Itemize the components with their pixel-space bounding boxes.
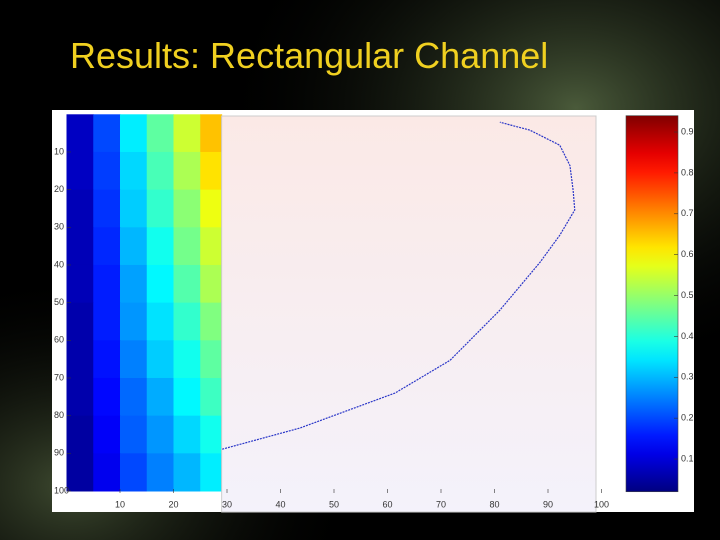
heatmap-cell [146, 340, 174, 379]
heatmap-cell [173, 415, 201, 454]
heatmap-cell [66, 377, 94, 417]
heatmap-cell [66, 453, 94, 492]
heatmap-cell [200, 264, 223, 304]
heatmap-cell [66, 189, 94, 228]
heatmap-cell [120, 151, 148, 191]
x-tick-label: 50 [329, 499, 339, 509]
heatmap-cell [93, 302, 121, 341]
heatmap-cell [120, 377, 148, 417]
overlay-panel [221, 115, 597, 513]
overlay-line [222, 121, 576, 450]
heatmap-cell [146, 151, 174, 191]
heatmap-cell [200, 415, 223, 454]
colorbar-tick-label: 0.1 [681, 453, 694, 463]
heatmap-cell [66, 264, 94, 304]
y-tick-label: 30 [54, 222, 64, 232]
heatmap-cell [173, 302, 201, 341]
x-tick-label: 20 [168, 499, 178, 509]
colorbar-tick-label: 0.9 [681, 126, 694, 136]
heatmap-cell [93, 264, 121, 304]
heatmap-cell [146, 264, 174, 304]
colorbar-tick-label: 0.2 [681, 413, 694, 423]
heatmap-cell [173, 340, 201, 379]
x-tick-label: 90 [543, 499, 553, 509]
y-tick-label: 80 [54, 410, 64, 420]
x-tick-label: 70 [436, 499, 446, 509]
colorbar [625, 115, 679, 493]
heatmap-cell [200, 151, 223, 191]
heatmap-cell [146, 114, 174, 153]
y-tick-label: 100 [54, 485, 69, 495]
heatmap-cell [120, 415, 148, 454]
heatmap-cell [200, 227, 223, 266]
heatmap-cell [146, 189, 174, 228]
y-tick-label: 20 [54, 184, 64, 194]
colorbar-tick-label: 0.7 [681, 208, 694, 218]
x-tick-label: 40 [275, 499, 285, 509]
heatmap-cell [93, 227, 121, 266]
heatmap-cell [200, 377, 223, 417]
heatmap-cell [173, 453, 201, 492]
y-tick-label: 90 [54, 448, 64, 458]
colorbar-tick-label: 0.6 [681, 249, 694, 259]
x-tick-label: 30 [222, 499, 232, 509]
heatmap-cell [120, 264, 148, 304]
heatmap-cell [93, 151, 121, 191]
heatmap-cell [66, 114, 94, 153]
heatmap-cell [173, 264, 201, 304]
heatmap-cell [66, 227, 94, 266]
slide-title: Results: Rectangular Channel [70, 35, 548, 76]
colorbar-tick-label: 0.3 [681, 372, 694, 382]
heatmap-cell [93, 340, 121, 379]
heatmap-cell [120, 340, 148, 379]
heatmap-cell [173, 377, 201, 417]
x-tick-label: 60 [382, 499, 392, 509]
heatmap-cell [146, 227, 174, 266]
colorbar-tick-label: 0.5 [681, 290, 694, 300]
heatmap-cell [66, 302, 94, 341]
heatmap-cell [200, 189, 223, 228]
heatmap-cell [93, 415, 121, 454]
colorbar-tick-label: 0.8 [681, 167, 694, 177]
x-tick-label: 10 [115, 499, 125, 509]
heatmap-cell [120, 302, 148, 341]
heatmap-cell [93, 189, 121, 228]
heatmap-cell [93, 453, 121, 492]
heatmap-cell [200, 340, 223, 379]
y-tick-label: 60 [54, 335, 64, 345]
y-tick-label: 40 [54, 259, 64, 269]
heatmap-cell [66, 415, 94, 454]
heatmap-cell [173, 151, 201, 191]
y-tick-label: 70 [54, 372, 64, 382]
heatmap-cell [120, 189, 148, 228]
heatmap-cell [120, 114, 148, 153]
heatmap-cell [146, 453, 174, 492]
heatmap-cell [200, 114, 223, 153]
x-tick-label: 100 [594, 499, 609, 509]
heatmap-cell [120, 227, 148, 266]
heatmap-cell [146, 302, 174, 341]
heatmap-cell [173, 114, 201, 153]
y-tick-label: 50 [54, 297, 64, 307]
heatmap-cell [146, 415, 174, 454]
heatmap-cell [200, 453, 223, 492]
heatmap-cell [66, 151, 94, 191]
heatmap-cell [146, 377, 174, 417]
heatmap-cell [173, 227, 201, 266]
x-tick-label: 80 [489, 499, 499, 509]
heatmap-cell [200, 302, 223, 341]
heatmap-cell [66, 340, 94, 379]
heatmap-cell [93, 377, 121, 417]
y-tick-label: 10 [54, 146, 64, 156]
heatmap-cell [173, 189, 201, 228]
heatmap-cell [93, 114, 121, 153]
colorbar-tick-label: 0.4 [681, 331, 694, 341]
heatmap-cell [120, 453, 148, 492]
